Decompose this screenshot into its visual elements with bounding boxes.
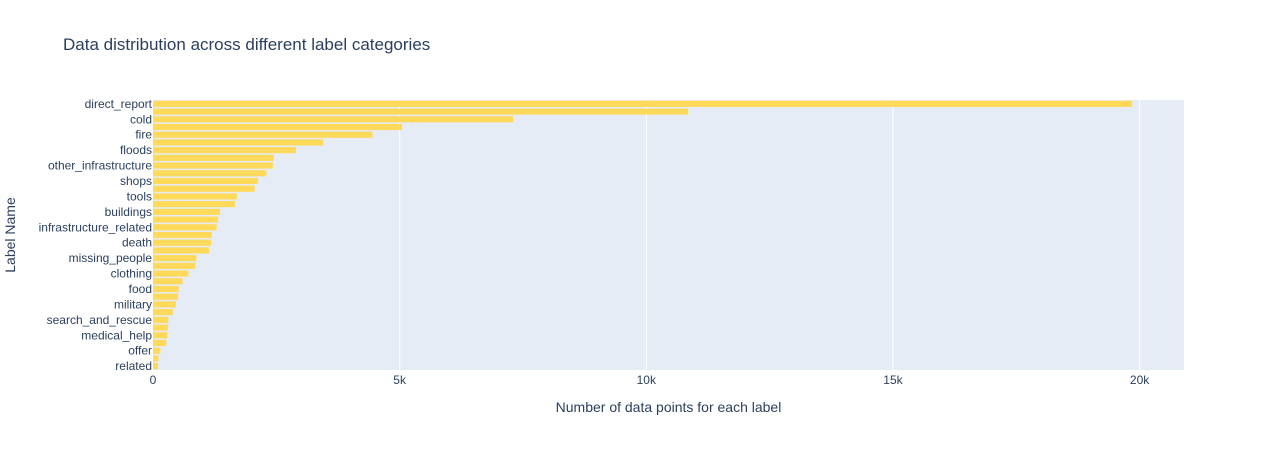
- y-tick-label: food: [129, 282, 152, 296]
- bar: [153, 216, 219, 223]
- bar: [153, 147, 297, 154]
- y-tick-label: tools: [127, 189, 152, 203]
- x-axis-title: Number of data points for each label: [556, 399, 782, 415]
- y-tick-label: death: [122, 236, 152, 250]
- bar: [153, 231, 212, 239]
- y-axis-title: Label Name: [2, 197, 18, 273]
- bar: [153, 347, 161, 354]
- bar: [153, 239, 212, 246]
- bar: [153, 285, 179, 293]
- y-tick-label: floods: [120, 143, 152, 157]
- y-tick-label: related: [115, 359, 152, 373]
- y-tick-label: military: [114, 297, 152, 311]
- bar: [153, 201, 235, 208]
- bar: [153, 301, 176, 308]
- bar: [153, 208, 221, 215]
- bar: [153, 316, 169, 323]
- bar: [153, 293, 179, 300]
- bar: [153, 108, 689, 115]
- bar: [153, 162, 273, 169]
- bar: [153, 309, 173, 316]
- bar: [153, 278, 183, 285]
- chart-title: Data distribution across different label…: [63, 35, 430, 54]
- bar: [153, 270, 189, 277]
- bar: [153, 123, 403, 131]
- y-tick-label: offer: [128, 344, 152, 358]
- bar: [153, 139, 324, 146]
- y-tick-label: direct_report: [85, 97, 153, 111]
- bar: [153, 131, 373, 138]
- bar: [153, 170, 267, 177]
- bar: [153, 224, 217, 231]
- y-tick-label: medical_help: [81, 328, 152, 342]
- bar: [153, 324, 168, 331]
- bar: [153, 247, 210, 254]
- y-tick-label: other_infrastructure: [48, 159, 152, 173]
- y-tick-label: buildings: [105, 205, 152, 219]
- y-tick-label: missing_people: [69, 251, 153, 265]
- bar: [153, 116, 514, 123]
- x-tick-label: 5k: [393, 373, 407, 387]
- bar: [153, 255, 197, 262]
- grid-lines: [399, 100, 1141, 370]
- x-tick-label: 15k: [883, 373, 903, 387]
- bar: [153, 185, 255, 192]
- y-tick-label: cold: [130, 112, 152, 126]
- bar: [153, 332, 168, 339]
- bar: [153, 262, 196, 269]
- y-tick-label: fire: [135, 128, 152, 142]
- y-tick-label: clothing: [111, 267, 152, 281]
- y-tick-label: infrastructure_related: [39, 220, 152, 234]
- bar: [153, 177, 259, 185]
- plot-area: [153, 100, 1184, 370]
- bar: [153, 363, 158, 370]
- x-axis-tick-labels: 0 5k 10k 15k 20k: [150, 373, 1151, 387]
- bars: [153, 100, 1133, 370]
- bar: [153, 339, 167, 347]
- bar: [153, 193, 237, 200]
- x-tick-label: 0: [150, 373, 157, 387]
- bar: [153, 355, 159, 362]
- x-tick-label: 20k: [1130, 373, 1150, 387]
- y-tick-label: search_and_rescue: [47, 313, 153, 327]
- bar: [153, 100, 1133, 107]
- bar: [153, 154, 274, 161]
- x-tick-label: 10k: [637, 373, 657, 387]
- y-tick-label: shops: [120, 174, 152, 188]
